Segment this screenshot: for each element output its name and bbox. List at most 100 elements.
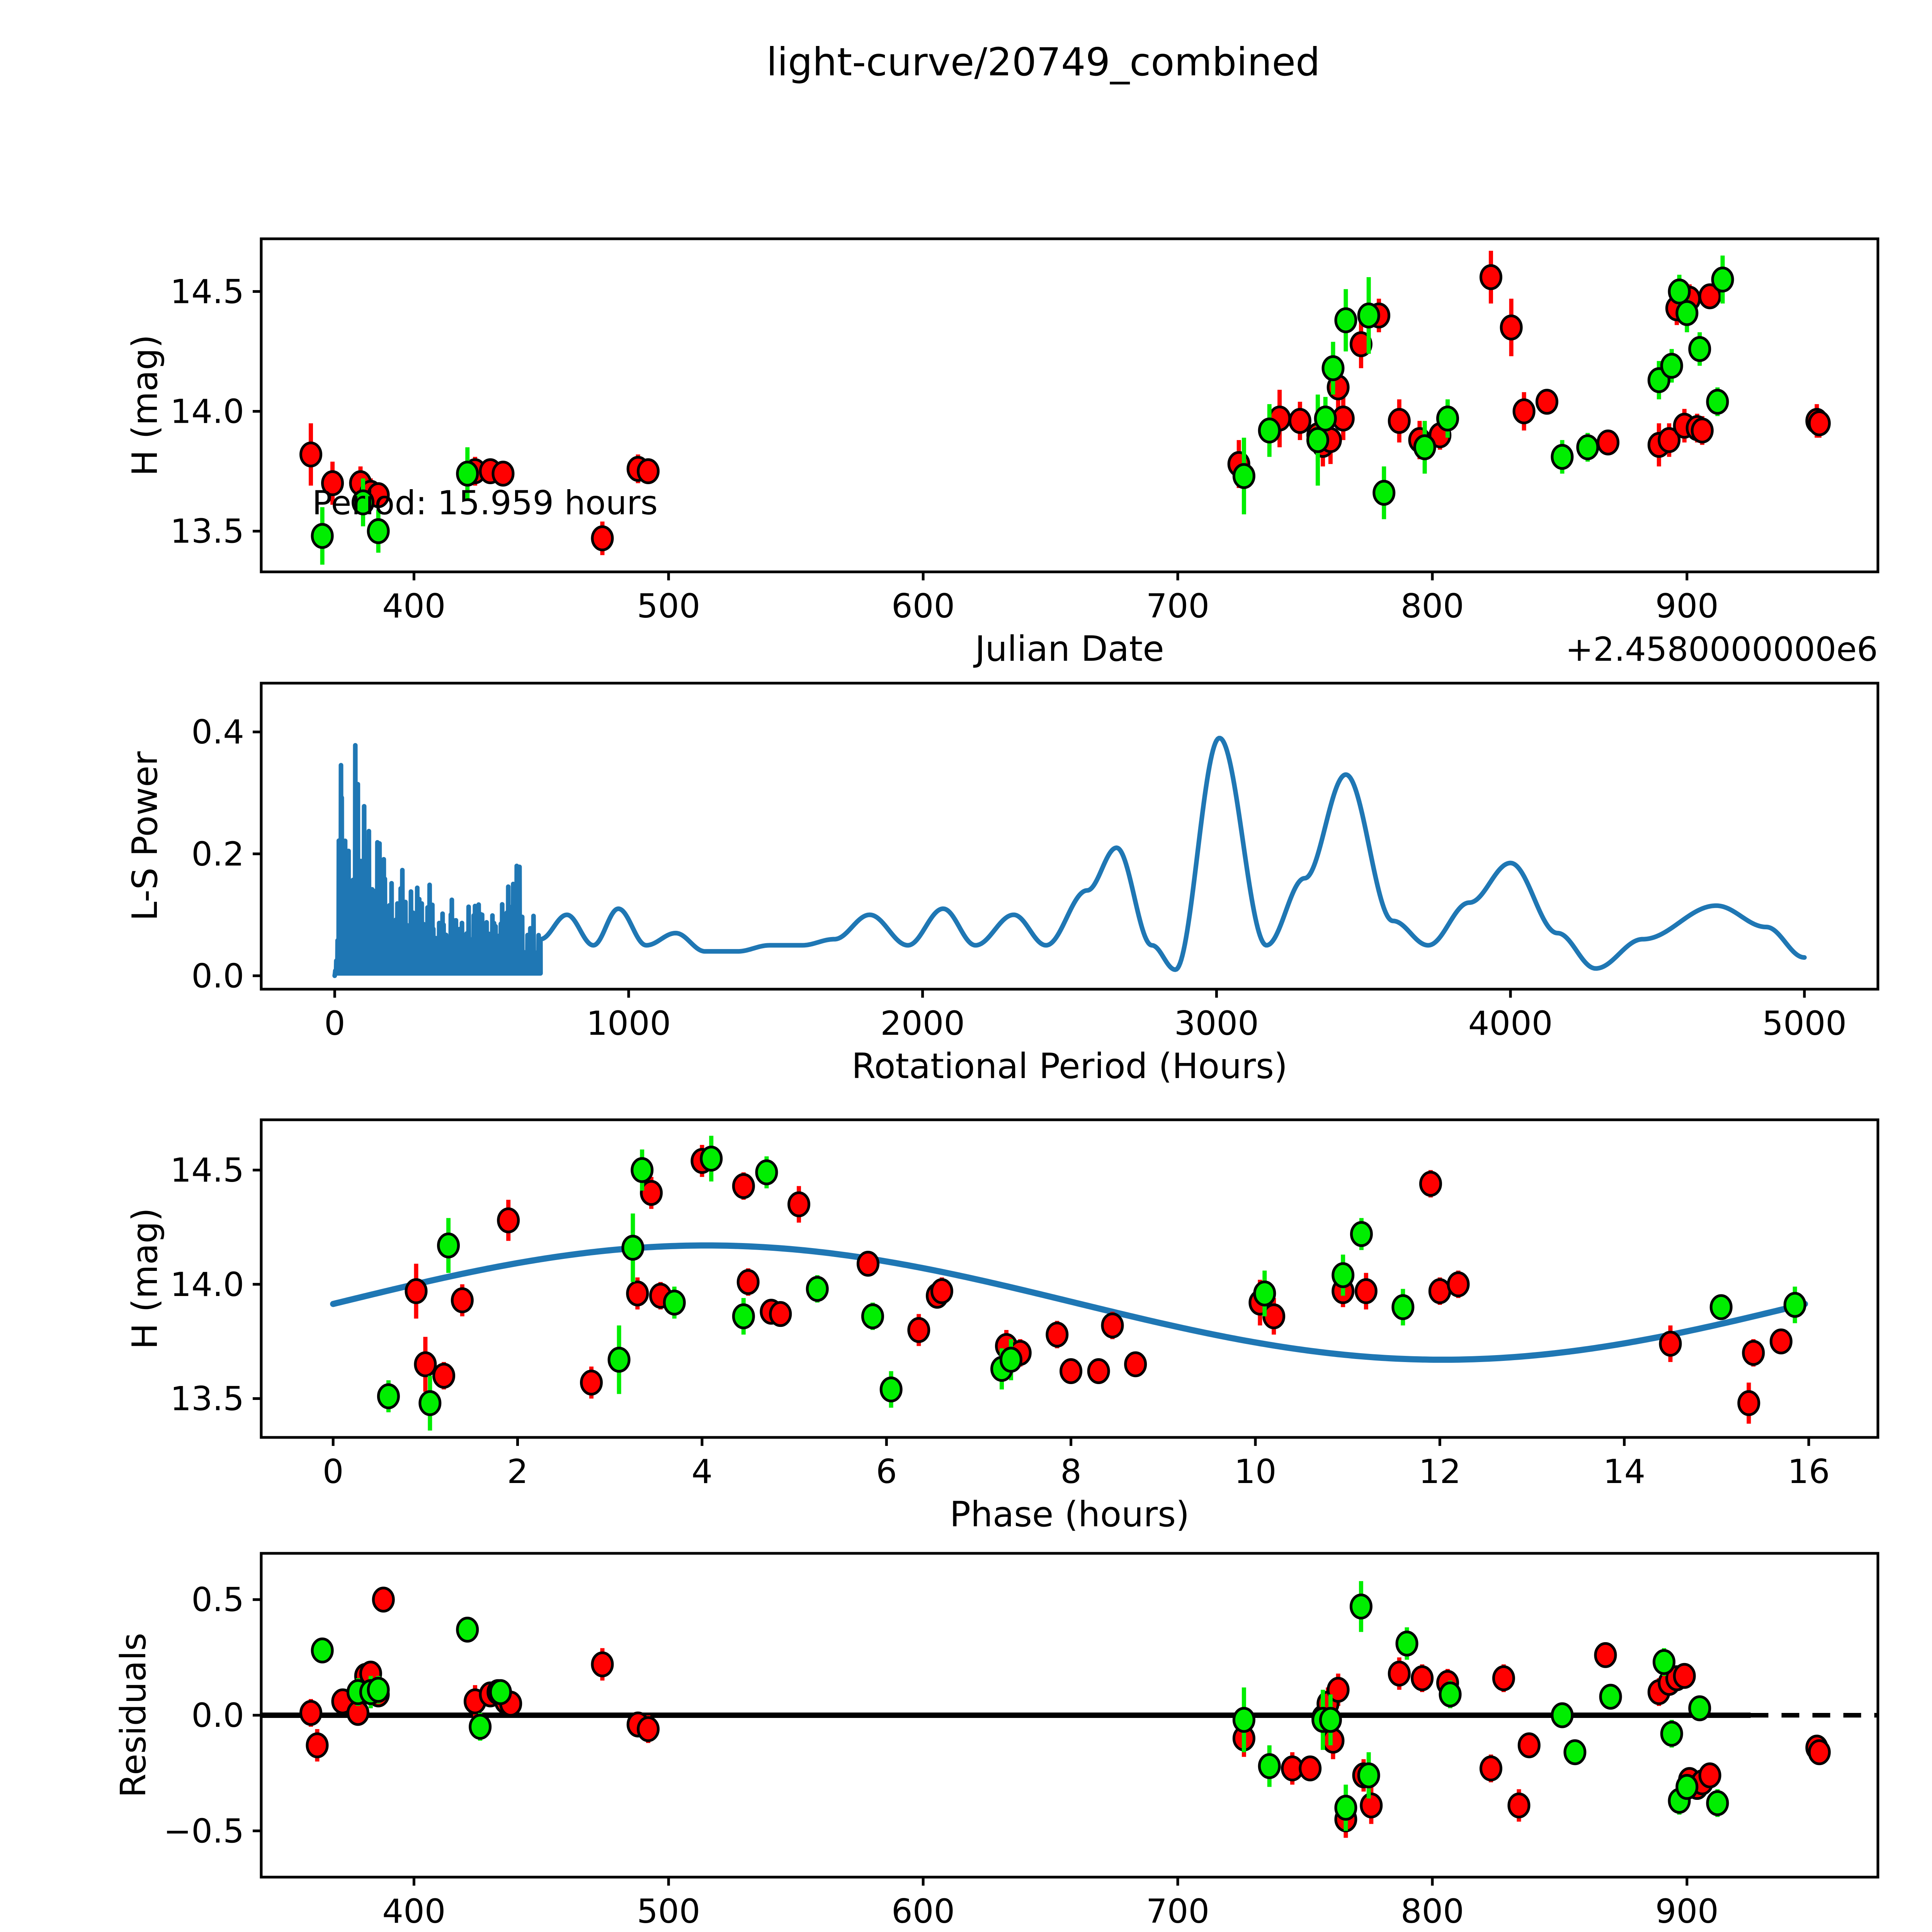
y-tick-label: 0.4	[191, 713, 244, 752]
light-curve-panel: 400 500 600 700 800 900 13.5 14.0 14.5 Julian Dat…	[125, 237, 1879, 669]
data-point	[1675, 1774, 1699, 1800]
y-tick-label: 0.2	[191, 835, 244, 874]
y-axis-label: H (mag)	[125, 335, 165, 476]
data-point	[1419, 1171, 1442, 1197]
data-point	[1388, 1660, 1411, 1687]
data-point	[1551, 1702, 1574, 1728]
data-point	[372, 1587, 395, 1613]
data-point	[367, 518, 390, 544]
data-point	[1653, 1649, 1676, 1675]
data-point	[1439, 1681, 1462, 1708]
y-tick-label: 0.0	[191, 1696, 244, 1735]
data-point	[456, 461, 479, 487]
data-point	[769, 1301, 792, 1327]
x-tick-label: 16	[1787, 1452, 1830, 1491]
data-point	[489, 1679, 512, 1705]
x-tick-label: 1000	[586, 1004, 671, 1043]
data-point	[1372, 480, 1396, 506]
data-point	[621, 1235, 645, 1261]
data-point	[1808, 1739, 1831, 1765]
x-tick-label: 2000	[880, 1004, 965, 1043]
data-point	[1599, 1684, 1622, 1710]
data-point	[1087, 1358, 1110, 1384]
x-tick-label: 12	[1419, 1452, 1461, 1491]
data-point	[1321, 355, 1345, 381]
x-tick-label: 700	[1146, 1892, 1209, 1931]
data-point	[1597, 429, 1620, 456]
y-tick-label: 14.0	[170, 393, 244, 431]
x-tick-label: 500	[637, 1892, 700, 1931]
data-point	[1668, 278, 1691, 304]
data-point	[1479, 1755, 1502, 1782]
x-tick-label: 3000	[1174, 1004, 1259, 1043]
data-point	[861, 1303, 884, 1330]
data-point	[1698, 1762, 1721, 1789]
axes-frame	[260, 682, 1879, 991]
data-point	[1675, 300, 1699, 326]
data-point	[1594, 1642, 1617, 1668]
data-point	[1500, 314, 1523, 340]
x-tick-label: 6	[876, 1452, 897, 1491]
data-point	[1395, 1630, 1418, 1656]
x-tick-label: 0	[323, 1452, 344, 1491]
data-point	[907, 1317, 930, 1343]
data-point	[626, 1280, 649, 1306]
series-green	[311, 1581, 1729, 1831]
data-point	[1357, 302, 1380, 328]
phased-panel: 0 2 4 6 8 10 12 14 16 13.5 14.0 14.5 Phase (hours) H …	[125, 1118, 1879, 1535]
sinusoid-fit-curve	[330, 1242, 1808, 1363]
x-tick-label: 400	[382, 1892, 446, 1931]
data-point	[1660, 1721, 1683, 1747]
data-point	[640, 1180, 663, 1206]
data-point	[1334, 1794, 1357, 1821]
data-point	[1388, 408, 1411, 434]
x-tick-label: 400	[382, 587, 446, 626]
data-point	[492, 461, 515, 487]
data-point	[311, 1637, 334, 1663]
data-point	[580, 1369, 603, 1396]
data-point	[930, 1278, 953, 1304]
data-point	[1360, 1792, 1383, 1818]
data-point	[1447, 1271, 1470, 1298]
series-green	[377, 1136, 1806, 1431]
axes-frame	[260, 1118, 1879, 1439]
x-tick-label: 600	[891, 1892, 955, 1931]
data-point	[1706, 1790, 1729, 1816]
data-point	[1321, 1728, 1345, 1754]
x-tick-label: 800	[1401, 587, 1464, 626]
data-point	[607, 1347, 631, 1373]
data-point	[1428, 1278, 1451, 1304]
x-tick-label: 600	[891, 587, 955, 626]
data-point	[311, 523, 334, 549]
x-axis-label: Rotational Period (Hours)	[852, 1046, 1287, 1087]
series-green	[311, 255, 1734, 565]
page-title: light-curve/20749_combined	[767, 39, 1320, 85]
data-point	[1357, 1762, 1380, 1789]
data-point	[1660, 353, 1683, 379]
x-tick-label: 10	[1234, 1452, 1276, 1491]
data-point	[1391, 1294, 1415, 1320]
x-tick-label: 4	[692, 1452, 713, 1491]
x-tick-label: 700	[1146, 587, 1209, 626]
data-point	[637, 458, 660, 485]
period-annotation: Period: 15.959 hours	[312, 484, 658, 522]
y-axis-label: Residuals	[113, 1633, 154, 1798]
data-point	[1046, 1321, 1069, 1348]
y-tick-label: −0.5	[163, 1812, 244, 1850]
data-point	[414, 1351, 437, 1378]
x-tick-label: 900	[1655, 587, 1719, 626]
data-point	[1690, 417, 1714, 444]
x-axis-label: Julian Date	[973, 629, 1164, 669]
data-point	[1258, 1753, 1281, 1779]
data-point	[591, 1651, 614, 1677]
data-point	[432, 1362, 456, 1389]
data-point	[663, 1289, 686, 1316]
x-axis-offset-label: +2.4580000000e6	[1565, 630, 1878, 669]
data-point	[1354, 1278, 1378, 1304]
data-point	[856, 1251, 879, 1277]
x-tick-label: 900	[1655, 1892, 1719, 1931]
data-point	[1288, 408, 1311, 434]
